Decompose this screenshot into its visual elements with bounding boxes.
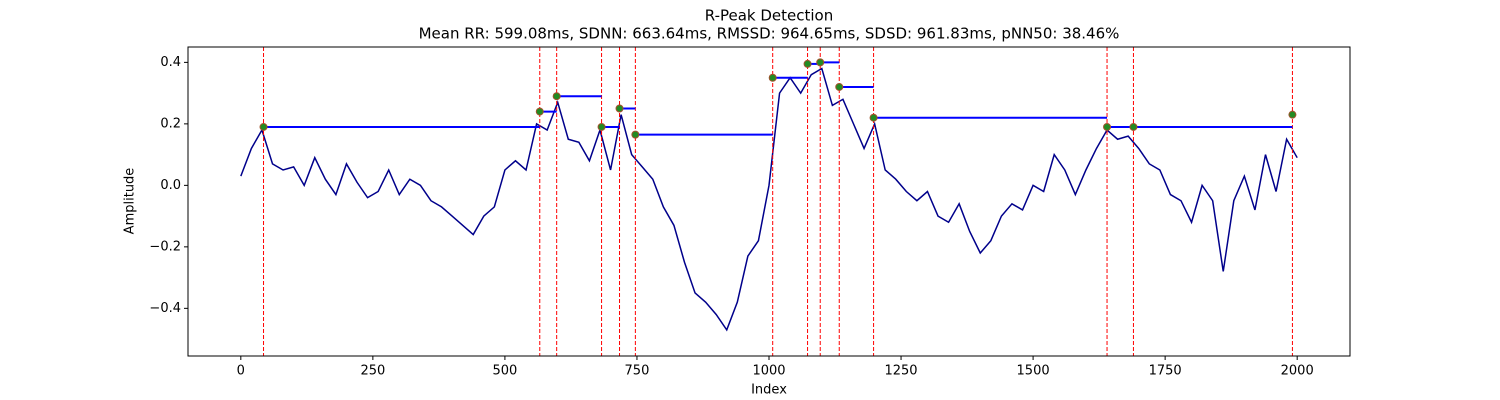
x-tick-label: 1250 [884, 364, 917, 379]
x-axis-label: Index [751, 383, 787, 398]
peak-dot [835, 82, 844, 91]
peak-dot [552, 92, 561, 101]
x-tick-label: 250 [360, 364, 385, 379]
signal-line [240, 67, 1298, 332]
peak-dot [869, 113, 878, 122]
x-tick-label: 1000 [752, 364, 785, 379]
x-tick-label: 0 [237, 364, 245, 379]
x-tick-label: 500 [492, 364, 517, 379]
y-tick-label: 0.2 [160, 116, 181, 131]
y-tick-label: −0.2 [149, 239, 181, 254]
chart-subtitle: Mean RR: 599.08ms, SDNN: 663.64ms, RMSSD… [419, 25, 1120, 43]
peak-dot [768, 73, 777, 82]
y-tick-label: 0.4 [160, 55, 181, 70]
x-tick-label: 1500 [1017, 364, 1050, 379]
y-tick-label: −0.4 [149, 301, 181, 316]
y-tick-label: 0.0 [160, 178, 181, 193]
peak-dot [803, 59, 812, 68]
peak-dot [259, 122, 268, 131]
peak-dot [1129, 122, 1138, 131]
peak-dot [1103, 122, 1112, 131]
peak-dot [615, 104, 624, 113]
peak-dot [816, 58, 825, 67]
x-tick-label: 750 [625, 364, 650, 379]
x-tick-label: 1750 [1149, 364, 1182, 379]
y-axis-label: Amplitude [123, 168, 138, 235]
chart-title: R-Peak Detection [705, 7, 833, 25]
peak-dot [597, 122, 606, 131]
peak-dot [535, 107, 544, 116]
plot-frame [187, 46, 1351, 357]
x-tick-label: 2000 [1281, 364, 1314, 379]
peak-dot [631, 130, 640, 139]
peak-dot [1288, 110, 1297, 119]
